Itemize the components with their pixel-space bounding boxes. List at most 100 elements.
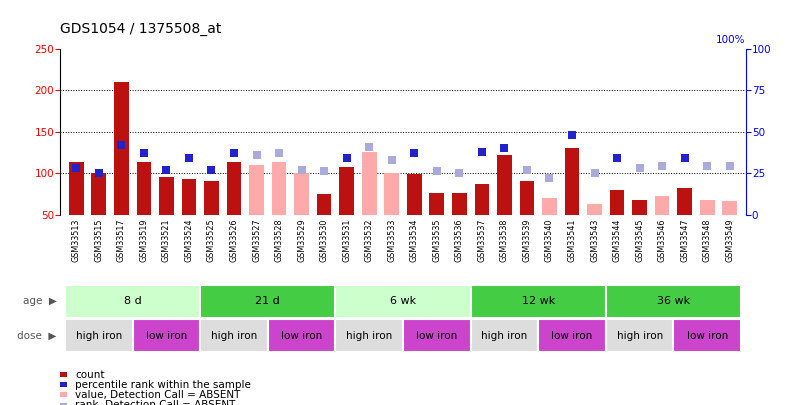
Text: GDS1054 / 1375508_at: GDS1054 / 1375508_at (60, 22, 222, 36)
Text: GSM33521: GSM33521 (162, 218, 171, 262)
Point (543, 175, 556, 181)
Text: 36 wk: 36 wk (657, 296, 690, 306)
Point (137, 150, 150, 156)
Text: GSM33543: GSM33543 (590, 218, 599, 262)
Text: GSM33536: GSM33536 (455, 218, 463, 262)
Bar (65, 285, 200, 318)
Text: high iron: high iron (481, 331, 528, 341)
Bar (91, 173, 106, 215)
Text: GSM33524: GSM33524 (185, 218, 193, 262)
Bar (114, 82, 129, 215)
Text: GSM33525: GSM33525 (207, 218, 216, 262)
Text: age  ▶: age ▶ (23, 296, 56, 306)
Text: GSM33531: GSM33531 (343, 218, 351, 262)
Bar (606, 285, 741, 318)
Bar (249, 165, 264, 215)
Text: low iron: low iron (551, 331, 592, 341)
Text: GSM33538: GSM33538 (500, 218, 509, 262)
Bar (452, 193, 467, 215)
Bar (700, 200, 715, 215)
Bar (475, 184, 489, 215)
Text: rank, Detection Call = ABSENT: rank, Detection Call = ABSENT (75, 400, 235, 405)
Point (385, 157, 398, 163)
Bar (362, 151, 376, 215)
Text: GSM33517: GSM33517 (117, 218, 126, 262)
Bar (317, 194, 331, 215)
Point (634, 165, 646, 171)
Point (363, 143, 376, 150)
Point (476, 148, 488, 155)
Point (566, 132, 579, 138)
Bar (335, 319, 403, 352)
Text: 21 d: 21 d (256, 296, 280, 306)
Bar (520, 181, 534, 215)
Text: GSM33537: GSM33537 (477, 218, 486, 262)
Bar (136, 162, 152, 215)
Bar (181, 179, 196, 215)
Point (498, 145, 511, 151)
Text: 12 wk: 12 wk (521, 296, 555, 306)
Bar (654, 196, 670, 215)
Text: 8 d: 8 d (123, 296, 141, 306)
Point (114, 142, 127, 148)
Point (521, 166, 534, 173)
Point (318, 168, 330, 175)
Point (205, 166, 218, 173)
Bar (407, 174, 422, 215)
Bar (674, 319, 741, 352)
Bar (471, 319, 538, 352)
Text: GSM33535: GSM33535 (432, 218, 442, 262)
Text: 100%: 100% (716, 35, 746, 45)
Bar (403, 319, 471, 352)
Bar (159, 177, 174, 215)
Text: GSM33528: GSM33528 (275, 218, 284, 262)
Bar (538, 319, 606, 352)
Point (160, 166, 172, 173)
Text: GSM33547: GSM33547 (680, 218, 689, 262)
Bar (268, 319, 335, 352)
Text: 6 wk: 6 wk (390, 296, 416, 306)
Text: GSM33515: GSM33515 (94, 218, 103, 262)
Text: value, Detection Call = ABSENT: value, Detection Call = ABSENT (75, 390, 240, 400)
Text: low iron: low iron (687, 331, 728, 341)
Text: GSM33530: GSM33530 (320, 218, 329, 262)
Text: GSM33546: GSM33546 (658, 218, 667, 262)
Text: high iron: high iron (346, 331, 393, 341)
Bar (335, 285, 471, 318)
Text: high iron: high iron (76, 331, 122, 341)
Text: GSM33526: GSM33526 (230, 218, 239, 262)
Point (340, 155, 353, 162)
Bar (384, 173, 399, 215)
Point (295, 166, 308, 173)
Point (430, 168, 443, 175)
Text: count: count (75, 370, 105, 379)
Point (272, 150, 285, 156)
Point (723, 163, 736, 170)
Text: low iron: low iron (416, 331, 458, 341)
Text: high iron: high iron (617, 331, 663, 341)
Text: dose  ▶: dose ▶ (17, 331, 56, 341)
Point (227, 150, 240, 156)
Point (656, 163, 669, 170)
Bar (606, 319, 674, 352)
Bar (204, 181, 218, 215)
Bar (65, 319, 132, 352)
Point (611, 155, 624, 162)
Bar (565, 148, 580, 215)
Text: GSM33533: GSM33533 (387, 218, 397, 262)
Bar (677, 188, 692, 215)
Bar (339, 167, 354, 215)
Bar (722, 200, 737, 215)
Point (453, 170, 466, 177)
Text: GSM33529: GSM33529 (297, 218, 306, 262)
Point (679, 155, 692, 162)
Text: GSM33548: GSM33548 (703, 218, 712, 262)
Text: GSM33539: GSM33539 (522, 218, 531, 262)
Bar (542, 198, 557, 215)
Text: GSM33544: GSM33544 (613, 218, 621, 262)
Point (588, 170, 601, 177)
Text: GSM33549: GSM33549 (725, 218, 734, 262)
Text: low iron: low iron (281, 331, 322, 341)
Text: GSM33527: GSM33527 (252, 218, 261, 262)
Text: GSM33540: GSM33540 (545, 218, 554, 262)
